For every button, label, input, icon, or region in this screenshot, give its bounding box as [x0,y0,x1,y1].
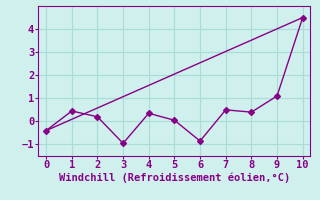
X-axis label: Windchill (Refroidissement éolien,°C): Windchill (Refroidissement éolien,°C) [59,173,290,183]
